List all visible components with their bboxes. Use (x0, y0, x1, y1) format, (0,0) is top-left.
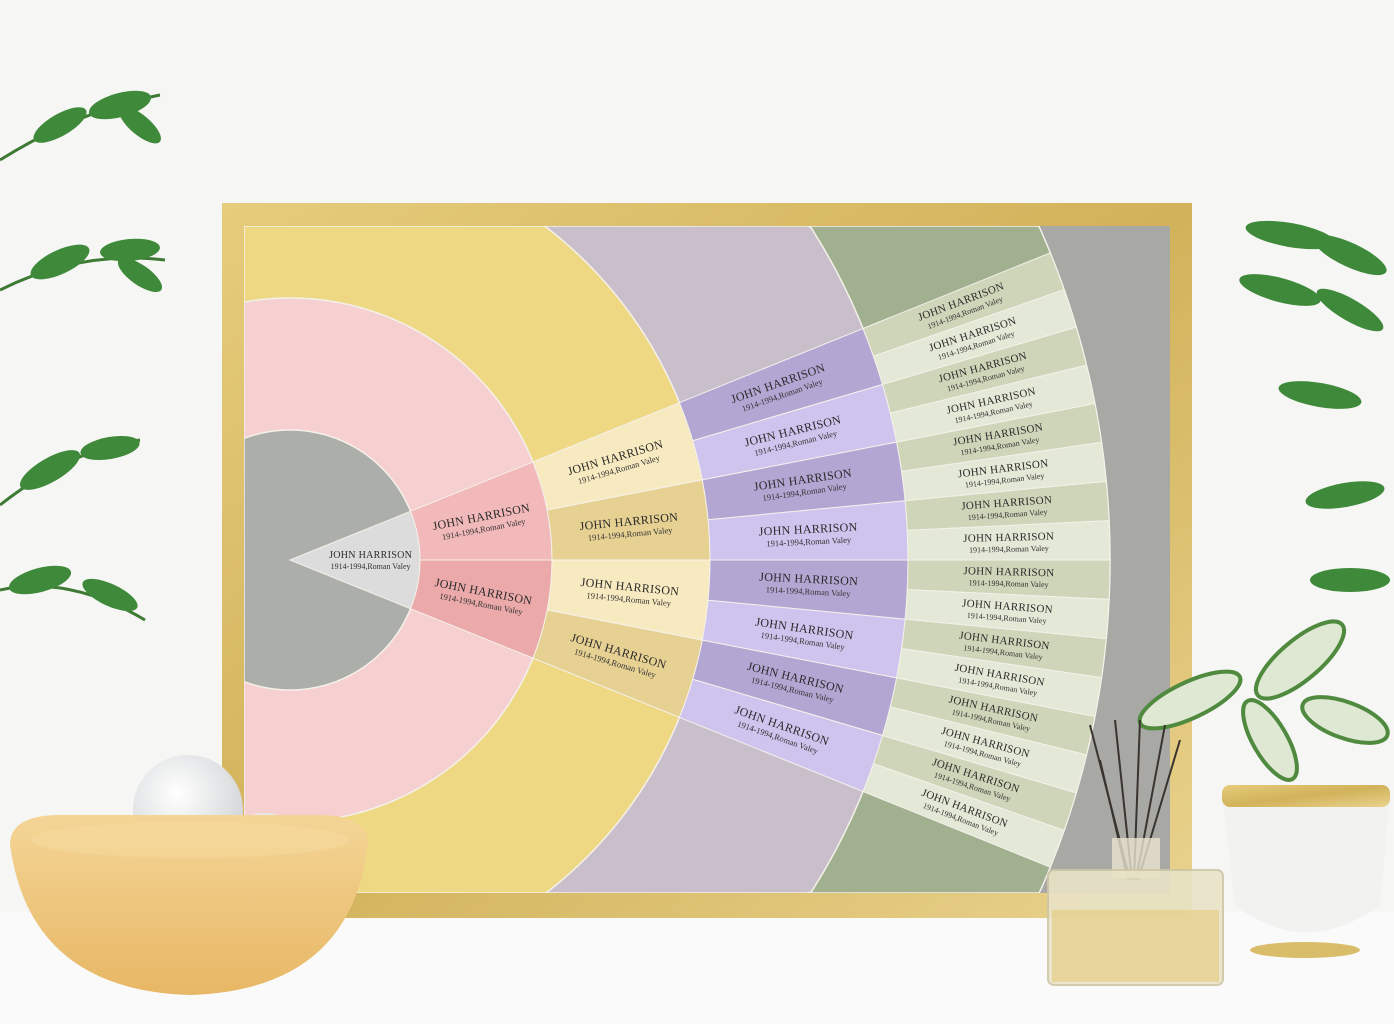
person-name: JOHN HARRISON (759, 570, 859, 589)
bowl-with-balls (10, 755, 368, 995)
person-details: 1914-1994,Roman Valey (969, 578, 1049, 589)
person-details: 1914-1994,Roman Valey (331, 562, 411, 571)
person-name: JOHN HARRISON (329, 550, 412, 561)
plant-right (1239, 220, 1390, 592)
person-details: 1914-1994,Roman Valey (765, 584, 851, 598)
person-name: JOHN HARRISON (963, 531, 1054, 545)
person-name: JOHN HARRISON (758, 520, 858, 539)
wedge-shape (862, 763, 1065, 868)
person-details: 1914-1994,Roman Valey (969, 544, 1049, 555)
plant-left (0, 90, 166, 622)
person-name: JOHN HARRISON (963, 565, 1054, 579)
person-details: 1914-1994,Roman Valey (766, 535, 852, 549)
potted-plant (1137, 619, 1390, 958)
reed-diffuser (1047, 719, 1224, 986)
